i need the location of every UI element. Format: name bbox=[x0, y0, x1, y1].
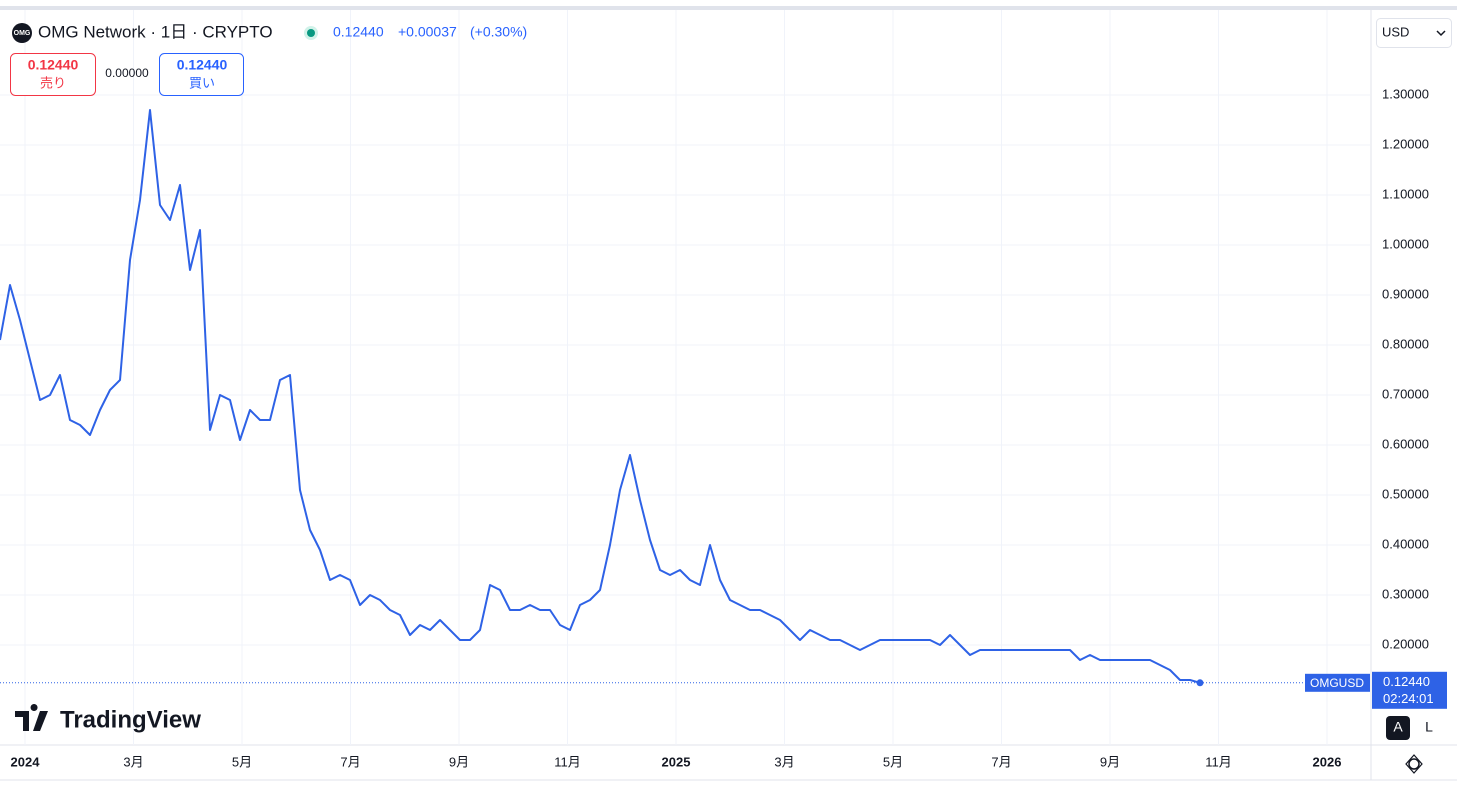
y-tick-label: 1.00000 bbox=[1382, 236, 1429, 251]
sell-button[interactable] bbox=[10, 53, 96, 96]
y-tick-label: 0.40000 bbox=[1382, 536, 1429, 551]
settings-icon bbox=[1405, 754, 1423, 774]
x-axis-label: 5月 bbox=[232, 754, 252, 769]
symbol-tag bbox=[1305, 673, 1370, 692]
plot bbox=[0, 109, 1370, 687]
button-label[interactable]: L bbox=[1425, 719, 1433, 735]
price-tag-value: 0.12440 bbox=[1383, 674, 1430, 689]
sell-label: 売り bbox=[40, 75, 66, 90]
price-line bbox=[0, 109, 1201, 684]
y-tick-label: 0.50000 bbox=[1382, 486, 1429, 501]
x-axis-label: 11月 bbox=[554, 754, 581, 769]
currency-select[interactable] bbox=[1376, 18, 1452, 48]
x-axis-label: 9月 bbox=[1100, 754, 1120, 769]
symbol-icon bbox=[12, 23, 32, 43]
price-tag-countdown: 02:24:01 bbox=[1383, 691, 1434, 706]
buy-button[interactable] bbox=[159, 53, 244, 96]
grid bbox=[0, 10, 1370, 745]
x-axis-label: 7月 bbox=[340, 754, 360, 769]
x-axis-label: 11月 bbox=[1205, 754, 1232, 769]
price-tag bbox=[1372, 671, 1447, 709]
y-tick-label: 1.10000 bbox=[1382, 186, 1429, 201]
x-axis-label: 5月 bbox=[883, 754, 903, 769]
y-tick-label: 0.90000 bbox=[1382, 286, 1429, 301]
chevron bbox=[1436, 30, 1446, 37]
x-axis-label: 3月 bbox=[123, 754, 143, 769]
icon-text: OMG bbox=[14, 30, 31, 37]
change-pct: (+0.30%) bbox=[470, 24, 527, 40]
buy-price: 0.12440 bbox=[177, 57, 228, 73]
x-axis-label: 2025 bbox=[662, 754, 691, 769]
symbol-tag-text: OMGUSD bbox=[1310, 676, 1364, 690]
y-tick-label: 0.80000 bbox=[1382, 336, 1429, 351]
y-tick-label: 1.20000 bbox=[1382, 136, 1429, 151]
symbol-title: OMG Network · 1日 · CRYPTO bbox=[38, 22, 273, 41]
auto-scale-button[interactable] bbox=[1386, 716, 1410, 740]
spread: 0.00000 bbox=[105, 66, 149, 80]
currency: USD bbox=[1382, 24, 1409, 39]
x-axis-label: 7月 bbox=[991, 754, 1011, 769]
y-tick-label: 1.30000 bbox=[1382, 86, 1429, 101]
x-axis-label: 2026 bbox=[1313, 754, 1342, 769]
x-axis-label: 9月 bbox=[449, 754, 469, 769]
buy-label: 買い bbox=[189, 75, 215, 90]
button-label: A bbox=[1393, 719, 1403, 735]
y-tick-label: 0.30000 bbox=[1382, 586, 1429, 601]
top-border bbox=[0, 6, 1457, 10]
logo-text: TradingView bbox=[60, 706, 201, 733]
x-axis-label: 3月 bbox=[774, 754, 794, 769]
price: 0.12440 bbox=[333, 24, 384, 40]
y-tick-label: 0.20000 bbox=[1382, 636, 1429, 651]
x-axis-label: 2024 bbox=[11, 754, 41, 769]
y-tick-label: 0.60000 bbox=[1382, 436, 1429, 451]
sell-price: 0.12440 bbox=[28, 57, 79, 73]
logo-mark bbox=[15, 704, 48, 731]
y-tick-label: 0.70000 bbox=[1382, 386, 1429, 401]
change: +0.00037 bbox=[398, 24, 457, 40]
settings-icon[interactable] bbox=[1408, 758, 1420, 770]
status-dot bbox=[307, 29, 315, 37]
